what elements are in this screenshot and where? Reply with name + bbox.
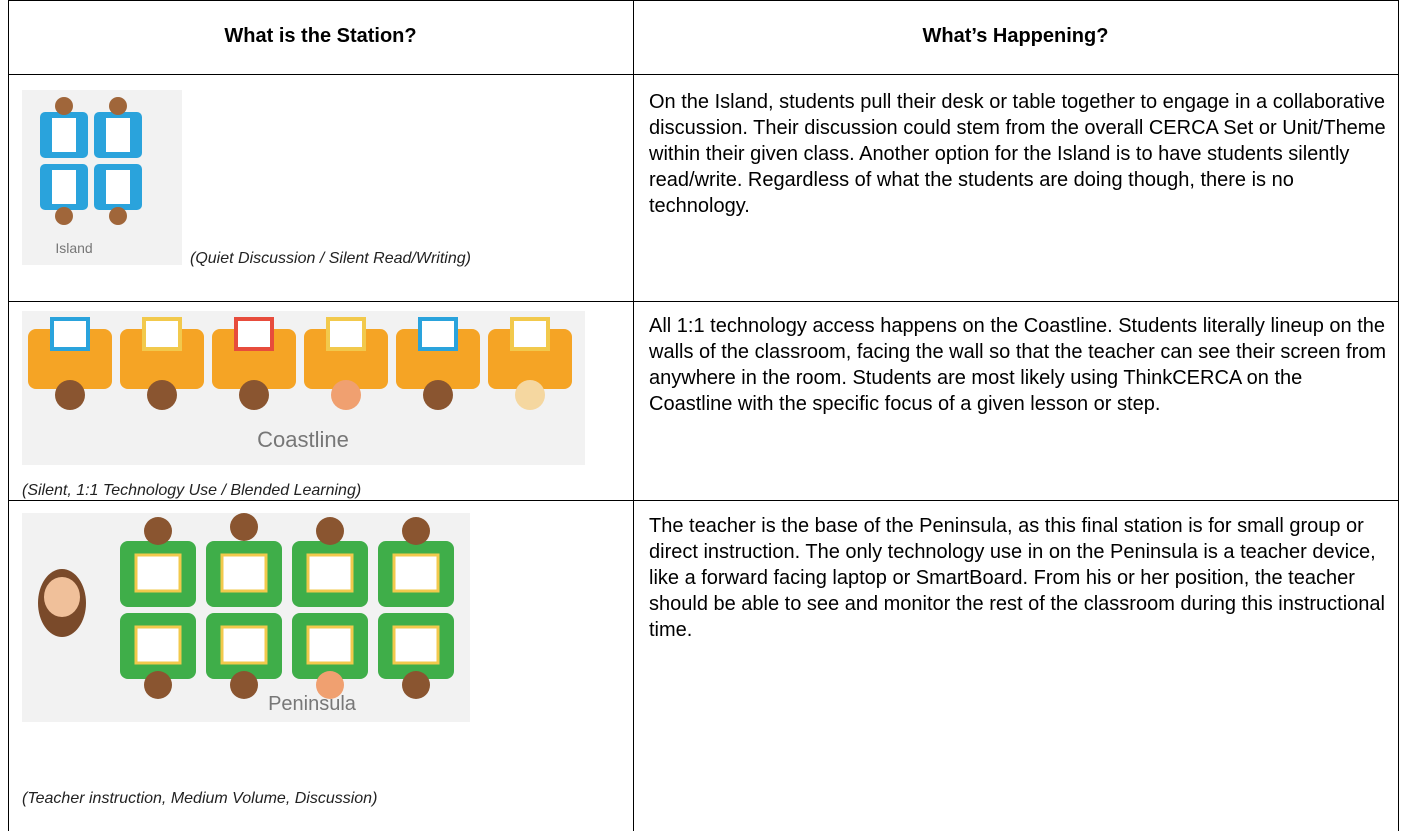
coastline-illustration: Coastline xyxy=(22,311,585,465)
caption: (Silent, 1:1 Technology Use / Blended Le… xyxy=(22,482,362,499)
peninsula-illustration: Peninsula xyxy=(22,513,470,722)
caption: (Teacher instruction, Medium Volume, Dis… xyxy=(22,790,378,807)
border xyxy=(8,0,1399,1)
border xyxy=(8,500,1399,501)
border xyxy=(8,301,1399,302)
border xyxy=(633,0,634,831)
description: The teacher is the base of the Peninsula… xyxy=(649,515,1385,641)
image-label: Coastline xyxy=(257,427,349,452)
caption: (Quiet Discussion / Silent Read/Writing) xyxy=(190,250,471,267)
image-label: Island xyxy=(55,240,92,256)
island-illustration: Island xyxy=(22,90,182,265)
header-cell: What is the Station? xyxy=(224,25,417,47)
border xyxy=(8,0,9,831)
border xyxy=(8,74,1399,75)
description: All 1:1 technology access happens on the… xyxy=(649,315,1387,415)
header-cell: What’s Happening? xyxy=(922,25,1109,47)
image-label: Peninsula xyxy=(268,693,357,715)
description: On the Island, students pull their desk … xyxy=(649,91,1386,217)
border xyxy=(1398,0,1399,831)
